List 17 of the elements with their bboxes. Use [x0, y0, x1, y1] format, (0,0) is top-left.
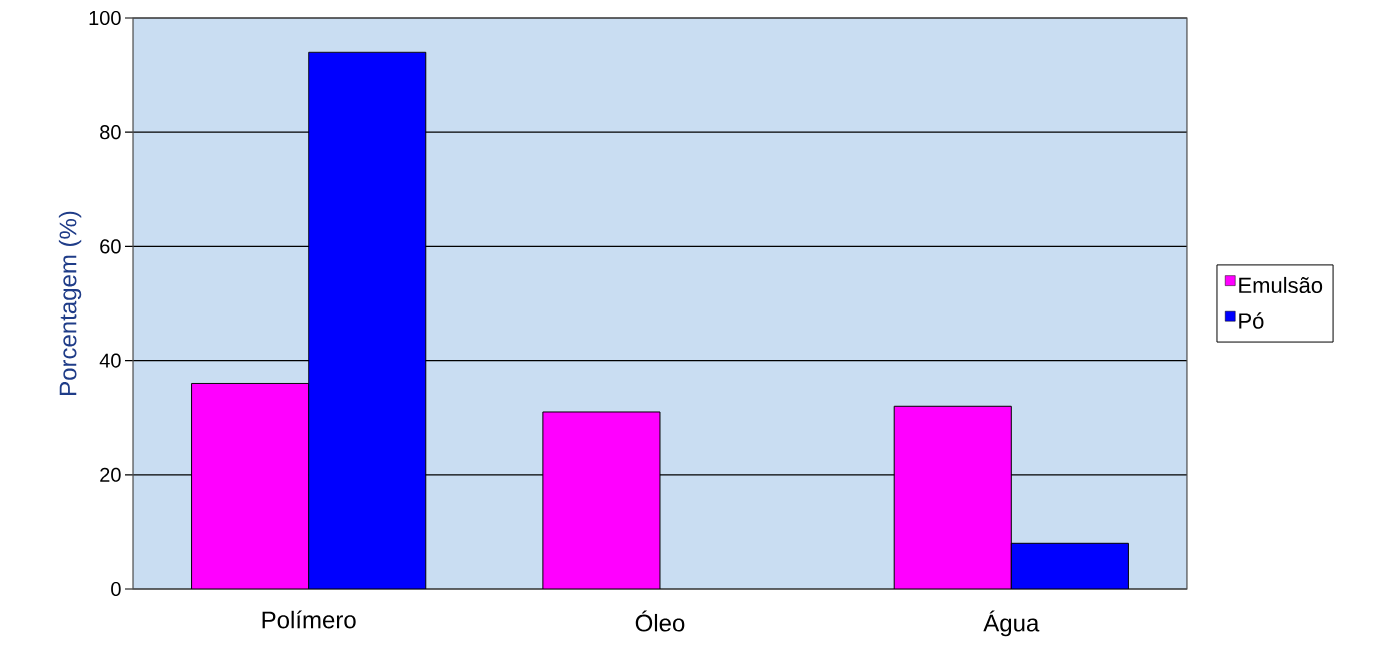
y-axis-title: Porcentagem (%)	[58, 211, 82, 395]
x-tick-label: Polímero	[262, 610, 356, 629]
bar	[308, 51, 427, 589]
y-tick-label: 100	[89, 10, 121, 26]
y-tick-label: 20	[100, 467, 121, 482]
bar	[191, 382, 310, 589]
y-tick-label: 40	[99, 353, 121, 368]
y-tick-label: 80	[100, 125, 121, 140]
y-tick-label: 0	[111, 581, 121, 597]
bar	[1010, 542, 1129, 589]
bar	[893, 405, 1012, 589]
legend-label: Emulsão	[1239, 276, 1323, 294]
y-tick-label: 60	[100, 239, 121, 254]
x-tick-label: Água	[983, 610, 1040, 637]
bar	[542, 411, 661, 589]
x-tick-label: Óleo	[635, 610, 685, 632]
legend-label: Pó	[1239, 312, 1264, 329]
